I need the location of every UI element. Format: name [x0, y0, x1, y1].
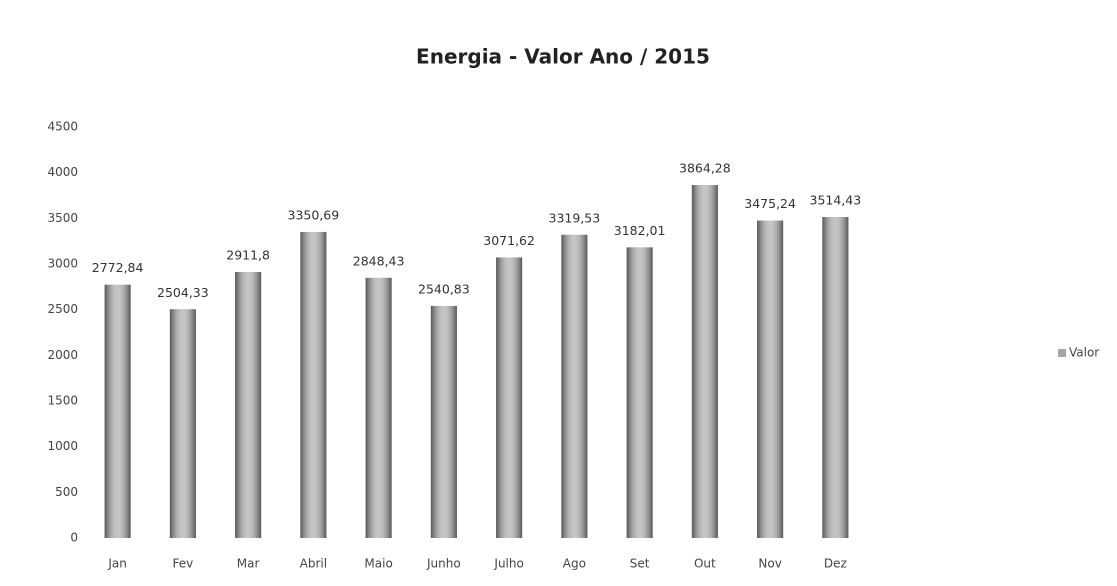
y-tick-label: 0: [70, 531, 78, 545]
y-tick-label: 4000: [47, 165, 78, 179]
x-tick-label: Junho: [426, 557, 461, 571]
bar: [300, 231, 327, 538]
bar: [626, 247, 653, 539]
x-tick-label: Ago: [563, 557, 586, 571]
y-tick-label: 4500: [47, 120, 78, 134]
x-tick-label: Jan: [107, 557, 127, 571]
bar: [496, 257, 523, 538]
data-label: 3319,53: [549, 210, 601, 225]
data-label: 3514,43: [810, 193, 862, 208]
data-label: 3864,28: [679, 161, 731, 176]
data-label: 3350,69: [288, 207, 340, 222]
data-label: 2772,84: [92, 260, 144, 275]
legend-swatch: [1058, 349, 1066, 357]
x-tick-label: Maio: [364, 557, 392, 571]
y-tick-label: 1500: [47, 394, 78, 408]
bar: [169, 309, 196, 538]
data-label: 3071,62: [483, 233, 535, 248]
x-tick-label: Mar: [237, 557, 260, 571]
bar: [691, 185, 718, 538]
x-tick-label: Set: [630, 557, 650, 571]
y-tick-label: 500: [55, 485, 78, 499]
y-tick-label: 2500: [47, 302, 78, 316]
x-tick-label: Abril: [300, 557, 327, 571]
y-tick-label: 3500: [47, 211, 78, 225]
data-label: 2911,8: [226, 248, 270, 263]
bar: [822, 217, 849, 539]
bar: [757, 220, 784, 539]
data-label: 2540,83: [418, 281, 470, 296]
bar: [235, 272, 262, 538]
data-label: 3475,24: [744, 196, 796, 211]
bar: [365, 277, 392, 538]
y-tick-label: 2000: [47, 348, 78, 362]
y-tick-label: 1000: [47, 439, 78, 453]
bar: [561, 234, 588, 538]
bar: [104, 284, 131, 538]
data-label: 3182,01: [614, 223, 666, 238]
bar: [430, 305, 457, 538]
chart-title: Energia - Valor Ano / 2015: [416, 45, 710, 69]
y-tick-label: 3000: [47, 257, 78, 271]
x-tick-label: Fev: [173, 557, 194, 571]
data-label: 2848,43: [353, 253, 405, 268]
x-tick-label: Dez: [824, 557, 847, 571]
x-tick-label: Out: [694, 557, 716, 571]
x-tick-label: Nov: [758, 557, 781, 571]
legend-label: Valor: [1069, 346, 1099, 360]
x-tick-label: Julho: [493, 557, 523, 571]
data-label: 2504,33: [157, 285, 209, 300]
